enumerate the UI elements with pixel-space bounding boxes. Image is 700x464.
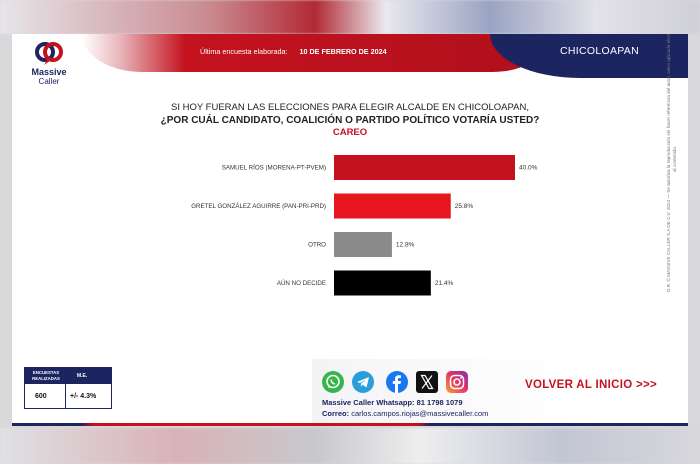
category-label: SAMUEL RÍOS (MORENA-PT-PVEM)	[222, 165, 326, 172]
instagram-icon[interactable]	[446, 371, 468, 393]
question-line-1: SI HOY FUERAN LAS ELECCIONES PARA ELEGIR…	[171, 102, 529, 113]
value-label: 40.0%	[519, 165, 538, 172]
back-to-home-link[interactable]: VOLVER AL INICIO >>>	[525, 379, 657, 391]
copyright-note: D.R. © MASSIVE CALLER S.A DE C.V. 2024 —…	[666, 34, 677, 292]
whatsapp-icon[interactable]	[322, 371, 344, 393]
facebook-icon[interactable]	[386, 371, 408, 393]
blurred-background-bottom	[0, 428, 700, 464]
bar-chart: SAMUEL RÍOS (MORENA-PT-PVEM) 40.0% GRETEL …	[191, 155, 538, 296]
survey-stats-box: ENCUESTAS REALIZADAS M.E. 600 +/- 4.3%	[24, 367, 112, 409]
last-survey-date: 10 DE FEBRERO DE 2024	[299, 47, 387, 56]
bottom-accent-stripe	[12, 423, 688, 426]
survey-card: Massive Caller Última encuesta elaborada…	[12, 34, 688, 426]
bar	[334, 232, 392, 257]
bar	[334, 193, 451, 219]
question-subtitle: CAREO	[332, 127, 368, 138]
stats-header	[25, 368, 111, 384]
email-label: Correo:	[322, 409, 350, 418]
footer-contact-panel	[312, 359, 688, 426]
stats-surveys-value: 600	[35, 393, 47, 400]
city-title: CHICOLOAPAN	[560, 45, 639, 57]
blurred-background-top	[0, 0, 700, 34]
bar	[334, 270, 431, 296]
logo-text-massive: Massive	[31, 67, 67, 77]
stats-header-surveys: ENCUESTAS REALIZADAS	[32, 370, 60, 381]
stats-margin-value: +/- 4.3%	[70, 393, 97, 400]
email-address[interactable]: carlos.campos.riojas@massivecaller.com	[351, 409, 489, 418]
value-label: 21.4%	[435, 280, 454, 287]
stats-header-margin: M.E.	[77, 373, 88, 379]
last-survey-info: Última encuesta elaborada: 10 DE FEBRERO…	[200, 47, 387, 56]
whatsapp-contact[interactable]: Massive Caller Whatsapp: 81 1798 1079	[322, 398, 463, 407]
question-line-2: ¿POR CUÁL CANDIDATO, COALICIÓN O PARTIDO…	[160, 115, 540, 126]
header-red-banner	[82, 34, 552, 72]
value-label: 12.8%	[396, 242, 415, 249]
email-contact: Correo: carlos.campos.riojas@massivecall…	[322, 409, 488, 418]
logo-icon	[35, 42, 63, 65]
telegram-icon[interactable]	[352, 371, 374, 393]
category-label: GRETEL GONZÁLEZ AGUIRRE (PAN-PRI-PRD)	[191, 203, 326, 210]
logo-text-caller: Caller	[38, 77, 60, 86]
category-label: OTRO	[308, 242, 326, 249]
bar	[334, 155, 515, 180]
category-label: AÚN NO DECIDE	[277, 280, 326, 287]
last-survey-label: Última encuesta elaborada:	[200, 47, 288, 56]
massive-caller-logo: Massive Caller	[26, 40, 72, 86]
stats-divider	[65, 384, 66, 408]
value-label: 25.8%	[455, 203, 474, 210]
x-icon[interactable]	[416, 371, 438, 393]
